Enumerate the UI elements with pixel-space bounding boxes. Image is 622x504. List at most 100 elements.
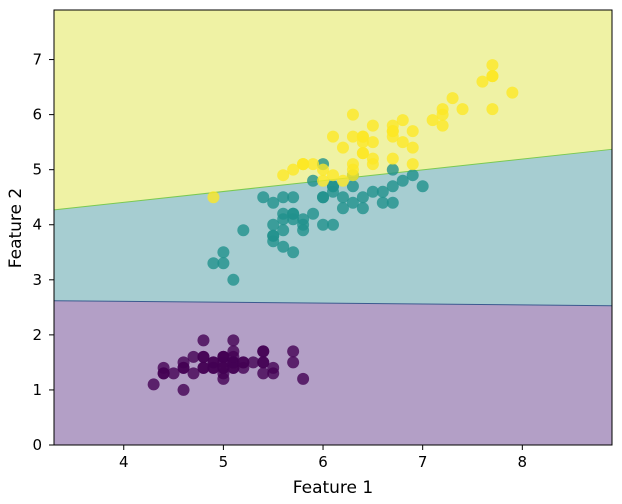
point (346, 169, 359, 182)
point (247, 356, 260, 369)
y-axis-ticks: 0 1 2 3 4 5 6 7 (32, 51, 54, 454)
x-tick-label: 6 (318, 453, 328, 471)
point (506, 86, 519, 99)
point (396, 114, 409, 127)
point (406, 158, 419, 171)
point (197, 350, 210, 363)
point (177, 361, 190, 374)
point (257, 345, 270, 358)
point (307, 174, 320, 187)
point (287, 191, 300, 204)
x-tick-label: 8 (518, 453, 528, 471)
point (486, 103, 499, 116)
point (406, 169, 419, 182)
point (356, 191, 369, 204)
point (406, 125, 419, 138)
series-class-2 (207, 59, 519, 204)
point (396, 174, 409, 187)
point (207, 361, 220, 374)
point (476, 75, 489, 88)
point (287, 356, 300, 369)
point (327, 169, 339, 182)
point (177, 383, 190, 396)
point (346, 108, 359, 121)
point (227, 350, 240, 363)
point (217, 257, 230, 270)
point (346, 130, 359, 143)
point (366, 136, 379, 149)
point (207, 191, 220, 204)
x-tick-label: 7 (418, 453, 428, 471)
point (277, 191, 290, 204)
point (366, 152, 379, 165)
point (267, 229, 280, 242)
point (227, 334, 240, 347)
point (436, 103, 449, 116)
point (157, 367, 170, 380)
point (317, 174, 330, 187)
decision-boundary-0 (53, 300, 613, 307)
point (356, 202, 369, 215)
point (386, 196, 399, 209)
point (317, 218, 330, 231)
y-axis-label: Feature 2 (6, 188, 26, 268)
point (287, 345, 300, 358)
point (356, 130, 369, 143)
point (336, 174, 349, 187)
point (436, 119, 449, 132)
point (376, 185, 389, 198)
y-tick-label: 7 (32, 51, 42, 69)
point (336, 141, 349, 154)
point (307, 158, 320, 171)
point (386, 152, 399, 165)
point (147, 378, 160, 391)
region-class-2 (54, 10, 612, 210)
point (267, 196, 280, 209)
point (376, 196, 389, 209)
point (277, 213, 290, 226)
y-tick-label: 0 (32, 436, 42, 454)
series-class-1 (207, 158, 429, 286)
point (287, 213, 300, 226)
point (486, 70, 499, 83)
plot-frame (53, 9, 613, 446)
point (386, 180, 399, 193)
point (456, 103, 469, 116)
point (446, 92, 459, 105)
point (317, 191, 330, 204)
series-class-0 (147, 334, 310, 396)
point (287, 163, 300, 176)
point (297, 224, 310, 237)
x-tick-label: 5 (219, 453, 229, 471)
point (356, 147, 369, 160)
point (346, 196, 359, 209)
point (277, 169, 290, 182)
point (257, 191, 270, 204)
y-tick-label: 4 (32, 216, 42, 234)
point (366, 119, 379, 132)
point (257, 367, 270, 380)
x-tick-label: 4 (119, 453, 129, 471)
point (267, 361, 280, 374)
point (317, 163, 330, 176)
y-tick-label: 3 (32, 271, 42, 289)
point (406, 141, 419, 154)
y-tick-label: 2 (32, 326, 42, 344)
point (217, 350, 230, 363)
point (386, 163, 399, 176)
point (287, 246, 300, 259)
x-axis-label: Feature 1 (293, 478, 373, 498)
point (207, 257, 220, 270)
point (327, 130, 339, 143)
point (197, 361, 210, 374)
point (297, 158, 310, 171)
point (396, 136, 409, 149)
point (426, 114, 439, 127)
point (416, 180, 429, 193)
point (237, 356, 250, 369)
x-axis-ticks: 4 5 6 7 8 (119, 445, 527, 471)
point (197, 334, 210, 347)
point (217, 361, 230, 374)
point (227, 273, 240, 286)
